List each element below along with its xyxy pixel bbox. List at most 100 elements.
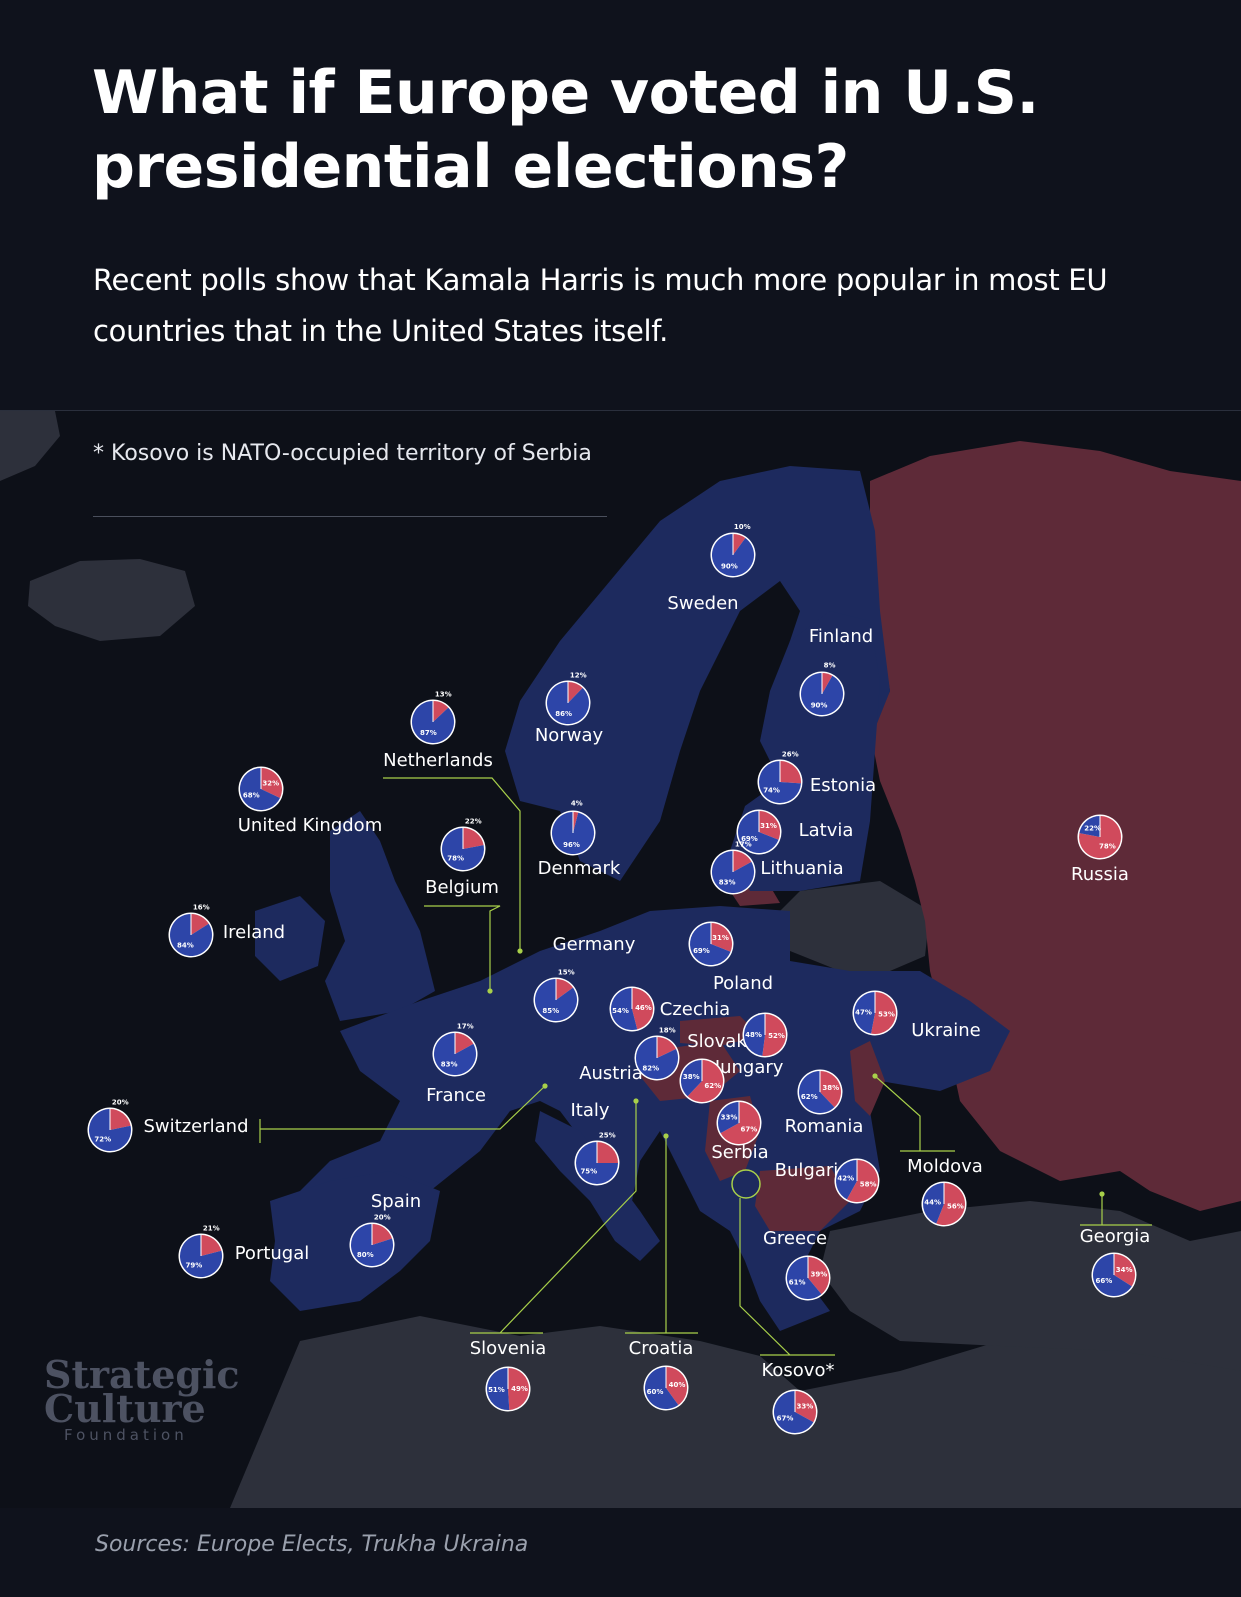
pie-moldova: 44% 56% (921, 1181, 967, 1227)
pie-slice-harris-slovakia (743, 1014, 765, 1056)
pie-value-harris-moldova: 44% (924, 1198, 941, 1206)
country-label-latvia: Latvia (799, 820, 854, 841)
pie-value-trump-lithuania: 17% (735, 840, 752, 848)
country-label-norway: Norway (535, 725, 604, 746)
country-label-slovenia: Slovenia (470, 1338, 547, 1359)
pie-value-trump-norway: 12% (570, 671, 587, 679)
pie-slovenia: 51% 49% (485, 1366, 531, 1412)
pie-spain: 80% 20% (349, 1213, 395, 1268)
pie-value-harris-serbia: 33% (721, 1114, 738, 1122)
pie-slice-harris-bulgaria (835, 1160, 857, 1200)
pie-slice-trump-bulgaria (846, 1160, 878, 1202)
pie-slice-harris-romania (799, 1071, 835, 1113)
map-land (0, 411, 1241, 1508)
pie-slice-harris-hungary (681, 1060, 702, 1097)
pie-slovakia: 48% 52% (742, 1012, 788, 1058)
pie-slice-harris-poland (690, 923, 731, 965)
country-label-netherlands: Netherlands (383, 750, 493, 771)
pie-value-harris-russia: 22% (1084, 825, 1101, 833)
land-russia (870, 441, 1241, 1211)
pie-value-harris-portugal: 79% (186, 1262, 203, 1270)
pie-slice-trump-netherlands (433, 701, 449, 722)
map-canvas: Sweden Finland Norway Netherlands United Kin… (0, 411, 1241, 1508)
country-label-croatia: Croatia (629, 1338, 694, 1359)
pie-value-harris-italy: 75% (580, 1168, 597, 1176)
country-label-finland: Finland (809, 626, 873, 647)
pie-slice-trump-czechia (632, 988, 653, 1030)
leader-switzerland-dot (542, 1083, 548, 1089)
pie-slice-trump-lithuania (733, 851, 752, 872)
logo-line-3: Foundation (64, 1426, 188, 1444)
country-label-romania: Romania (785, 1116, 864, 1137)
logo-line-2: Culture (44, 1386, 206, 1431)
pie-belgium: 78% 22% (440, 817, 486, 872)
pie-value-harris-denmark: 96% (563, 841, 580, 849)
pie-poland: 69%31% (688, 921, 734, 967)
pie-slice-trump-united-kingdom (261, 768, 282, 798)
pie-value-harris-bulgaria: 42% (837, 1175, 854, 1183)
pie-value-trump-romania: 38% (822, 1084, 839, 1092)
leader-georgia-dot (1099, 1191, 1105, 1197)
country-label-germany: Germany (553, 934, 636, 955)
country-label-sweden: Sweden (667, 593, 738, 614)
pie-value-harris-georgia: 66% (1095, 1277, 1112, 1285)
pie-slice-trump-romania (820, 1071, 841, 1108)
pie-value-trump-latvia: 31% (760, 822, 777, 830)
pie-ireland: 84% 16% (168, 903, 214, 958)
note-divider (93, 516, 607, 517)
country-label-bulgaria: Bulgaria (775, 1160, 850, 1181)
pie-value-harris-greece: 61% (789, 1278, 806, 1286)
pie-slice-trump-ukraine (871, 992, 896, 1034)
pie-georgia: 66% 34% (1091, 1252, 1137, 1298)
leader-croatia-dot (663, 1133, 669, 1139)
pie-value-trump-poland: 31% (712, 934, 729, 942)
pie-value-harris-switzerland: 72% (94, 1135, 111, 1143)
country-label-austria: Austria (579, 1063, 643, 1084)
pie-value-trump-slovenia: 49% (511, 1385, 528, 1393)
pie-value-harris-hungary: 38% (683, 1073, 700, 1081)
pie-slice-trump-hungary (687, 1060, 723, 1102)
pie-austria: 82% 18% (634, 1026, 680, 1081)
pie-germany: 85% 15% (533, 968, 579, 1023)
leader-netherlands-dot (517, 948, 523, 954)
pie-slice-harris-kosovo (773, 1391, 814, 1434)
pie-czechia: 54% 46% (609, 986, 655, 1032)
pie-united-kingdom: 68%32% (238, 766, 284, 812)
pie-slice-trump-poland (711, 923, 733, 952)
land-north-africa (230, 1311, 1241, 1508)
pie-slice-trump-denmark (573, 812, 579, 833)
land-italy (535, 1111, 660, 1261)
pie-slice-trump-kosovo (795, 1391, 816, 1423)
pie-value-harris-germany: 85% (542, 1007, 559, 1015)
land-belarus (780, 881, 930, 971)
pie-value-harris-poland: 69% (693, 947, 710, 955)
pie-slice-harris-united-kingdom (240, 768, 281, 811)
leader-belgium-dot (487, 988, 493, 994)
pie-denmark: 96% 4% (550, 800, 596, 856)
country-label-serbia: Serbia (711, 1142, 768, 1163)
country-label-belgium: Belgium (425, 877, 499, 898)
pie-slice-harris-russia (1079, 816, 1100, 837)
pie-slice-trump-serbia (720, 1102, 760, 1144)
pie-value-trump-netherlands: 13% (435, 690, 452, 698)
leader-georgia (1080, 1194, 1152, 1226)
country-label-georgia: Georgia (1080, 1226, 1151, 1247)
pie-value-harris-united-kingdom: 68% (243, 792, 260, 800)
pie-value-trump-moldova: 56% (947, 1203, 964, 1211)
pie-russia: 22% 78% (1077, 814, 1123, 860)
pie-slice-trump-finland (822, 673, 833, 694)
pie-slice-trump-belgium (463, 828, 484, 849)
pie-markers: 90% 10% 90% 8% 86% 12% 87% 13% 68%32% 96% 4% 74% 26%… (87, 523, 1137, 1435)
pie-slice-trump-estonia (780, 761, 801, 784)
sources-text: Sources: Europe Elects, Trukha Ukraina (95, 1532, 529, 1557)
pie-value-trump-belgium: 22% (465, 817, 482, 825)
pie-slice-trump-slovenia (508, 1368, 529, 1410)
pie-slice-trump-france (455, 1033, 474, 1054)
pie-estonia: 74% 26% (757, 750, 803, 805)
leader-slovenia-dot (633, 1098, 639, 1104)
land-ireland (255, 896, 325, 981)
country-label-russia: Russia (1071, 864, 1129, 885)
pie-slice-harris-czechia (611, 988, 638, 1030)
pie-slice-harris-serbia (718, 1102, 739, 1134)
pie-value-trump-croatia: 40% (669, 1381, 686, 1389)
